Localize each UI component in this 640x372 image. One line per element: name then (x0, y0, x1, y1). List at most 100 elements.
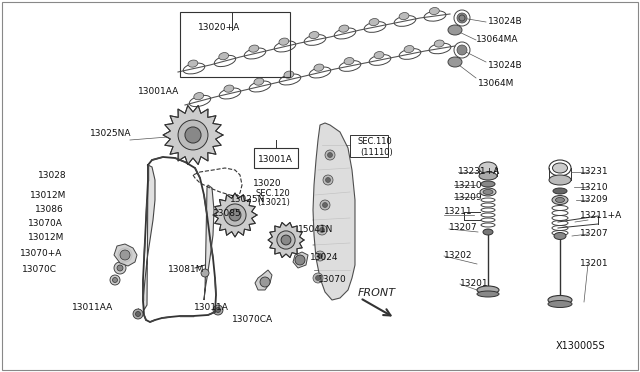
Text: (13021): (13021) (257, 199, 290, 208)
Text: (11110): (11110) (360, 148, 393, 157)
Ellipse shape (194, 93, 204, 100)
Polygon shape (268, 222, 304, 257)
Text: SEC.120: SEC.120 (255, 189, 290, 199)
Circle shape (133, 309, 143, 319)
Text: 13070CA: 13070CA (232, 315, 273, 324)
Circle shape (315, 251, 325, 261)
Ellipse shape (188, 60, 198, 67)
Text: 13070A: 13070A (28, 219, 63, 228)
Ellipse shape (481, 181, 495, 187)
Ellipse shape (369, 19, 379, 26)
Text: 13020+A: 13020+A (198, 23, 240, 32)
Ellipse shape (477, 291, 499, 297)
Text: 13001A: 13001A (258, 155, 293, 164)
Text: 13231+A: 13231+A (458, 167, 500, 176)
Circle shape (281, 235, 291, 245)
Text: 13028: 13028 (38, 170, 67, 180)
Text: 13209: 13209 (580, 196, 609, 205)
Text: 13020: 13020 (253, 179, 282, 187)
Circle shape (201, 269, 209, 277)
Circle shape (457, 45, 467, 55)
Polygon shape (213, 193, 257, 237)
Ellipse shape (556, 198, 564, 202)
Circle shape (328, 153, 333, 157)
Ellipse shape (314, 64, 324, 71)
Text: 13025NA: 13025NA (90, 128, 131, 138)
Ellipse shape (479, 172, 497, 180)
Text: 13012M: 13012M (28, 234, 65, 243)
Ellipse shape (249, 45, 259, 52)
Circle shape (213, 305, 223, 315)
Text: SEC.110: SEC.110 (358, 138, 393, 147)
Polygon shape (313, 123, 355, 300)
Text: 15041N: 15041N (298, 225, 333, 234)
Ellipse shape (553, 188, 567, 194)
Polygon shape (114, 244, 137, 266)
Text: 13070+A: 13070+A (20, 248, 62, 257)
Text: 13024: 13024 (310, 253, 339, 263)
Text: 13064MA: 13064MA (476, 35, 518, 45)
Text: 13207: 13207 (449, 224, 477, 232)
Text: 13231: 13231 (580, 167, 609, 176)
Circle shape (136, 311, 141, 317)
Circle shape (313, 273, 323, 283)
Ellipse shape (548, 301, 572, 308)
Text: 13207: 13207 (580, 228, 609, 237)
Circle shape (216, 308, 221, 312)
Text: 13202: 13202 (444, 251, 472, 260)
Circle shape (277, 231, 295, 249)
Ellipse shape (344, 58, 354, 65)
Ellipse shape (448, 25, 462, 35)
Ellipse shape (254, 78, 264, 85)
Polygon shape (143, 165, 155, 310)
Text: 13070C: 13070C (22, 266, 57, 275)
Text: 13211+A: 13211+A (580, 212, 622, 221)
Text: 13211: 13211 (444, 208, 472, 217)
Circle shape (295, 255, 305, 265)
Polygon shape (255, 270, 272, 290)
Ellipse shape (483, 229, 493, 235)
Ellipse shape (552, 196, 568, 205)
Ellipse shape (548, 295, 572, 305)
Text: 13201: 13201 (460, 279, 488, 289)
Circle shape (113, 278, 118, 282)
Circle shape (325, 150, 335, 160)
Text: 13201: 13201 (580, 260, 609, 269)
Ellipse shape (284, 71, 294, 78)
Ellipse shape (279, 38, 289, 45)
Circle shape (317, 225, 327, 235)
Text: 13209: 13209 (454, 192, 483, 202)
Circle shape (118, 248, 132, 262)
Text: 13011A: 13011A (194, 304, 229, 312)
Circle shape (114, 262, 126, 274)
Circle shape (326, 177, 330, 183)
Text: X130005S: X130005S (556, 341, 605, 351)
Circle shape (122, 251, 129, 259)
Ellipse shape (309, 32, 319, 39)
Polygon shape (204, 185, 214, 300)
Ellipse shape (554, 232, 566, 240)
Circle shape (117, 265, 123, 271)
Text: 13011AA: 13011AA (72, 304, 113, 312)
Bar (254, 148, 298, 168)
Text: FRONT: FRONT (358, 288, 396, 298)
Circle shape (320, 200, 330, 210)
Text: 13210: 13210 (580, 183, 609, 192)
Ellipse shape (448, 57, 462, 67)
Ellipse shape (434, 40, 444, 47)
Text: 13210: 13210 (454, 180, 483, 189)
Ellipse shape (479, 162, 497, 174)
Polygon shape (163, 105, 223, 164)
Text: 13064M: 13064M (478, 80, 515, 89)
Text: 13012M: 13012M (30, 192, 67, 201)
Text: 13085: 13085 (213, 208, 242, 218)
Circle shape (323, 202, 328, 208)
Text: 13070: 13070 (318, 276, 347, 285)
Ellipse shape (552, 163, 568, 173)
Ellipse shape (374, 52, 384, 59)
Ellipse shape (399, 13, 409, 20)
Circle shape (120, 250, 130, 260)
Ellipse shape (549, 175, 571, 185)
Circle shape (185, 127, 201, 143)
Text: 13024B: 13024B (488, 17, 523, 26)
